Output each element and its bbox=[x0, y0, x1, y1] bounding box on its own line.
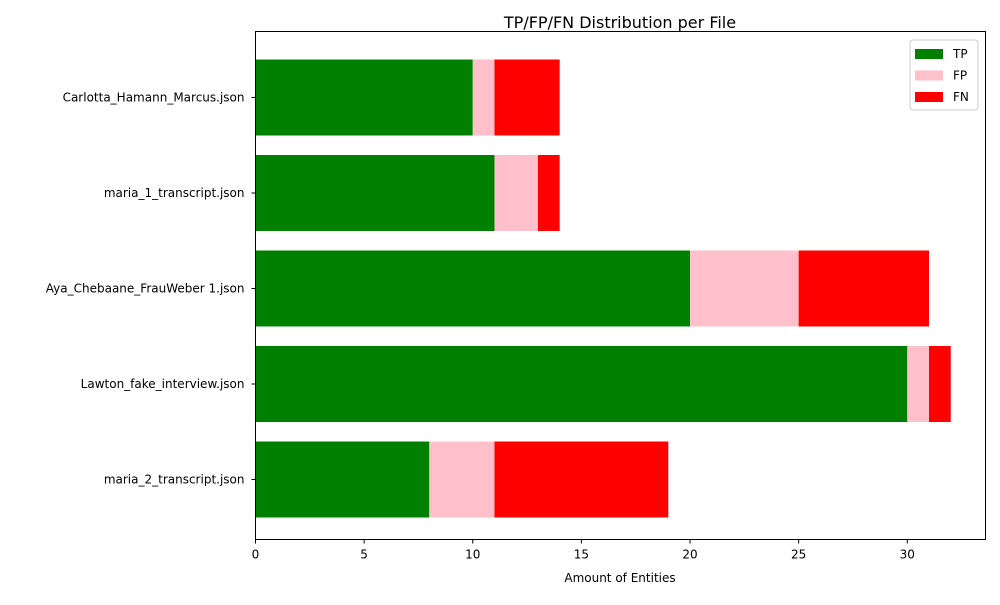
bar-fp-3 bbox=[907, 346, 930, 422]
legend-swatch-tp bbox=[915, 49, 943, 59]
bar-fp-2 bbox=[690, 250, 799, 327]
bar-tp-0 bbox=[255, 59, 473, 136]
bar-fp-1 bbox=[494, 155, 538, 231]
legend-label-fn: FN bbox=[953, 90, 969, 104]
y-tick-label: maria_1_transcript.json bbox=[104, 186, 245, 200]
y-axis: Carlotta_Hamann_Marcus.json maria_1_trans… bbox=[46, 91, 256, 487]
bar-fp-4 bbox=[429, 441, 495, 518]
plot-frame bbox=[255, 31, 986, 540]
bar-fp-0 bbox=[472, 59, 495, 136]
bar-fn-0 bbox=[494, 59, 560, 136]
x-tick-label: 20 bbox=[682, 548, 697, 562]
bar-group bbox=[255, 59, 951, 518]
legend-swatch-fp bbox=[915, 70, 943, 81]
x-tick-label: 0 bbox=[252, 548, 260, 562]
bar-tp-1 bbox=[255, 155, 495, 231]
x-tick-label: 25 bbox=[791, 548, 806, 562]
bar-fn-4 bbox=[494, 441, 669, 518]
x-tick-label: 5 bbox=[360, 548, 368, 562]
x-tick-label: 30 bbox=[900, 548, 915, 562]
bar-fn-1 bbox=[537, 155, 560, 231]
bar-fn-3 bbox=[929, 346, 951, 422]
y-tick-label: maria_2_transcript.json bbox=[104, 473, 245, 487]
x-axis: 0 5 10 15 20 25 30 bbox=[252, 539, 915, 562]
x-tick-label: 10 bbox=[465, 548, 480, 562]
x-axis-label: Amount of Entities bbox=[564, 571, 675, 585]
bar-fn-2 bbox=[798, 250, 930, 327]
bar-tp-3 bbox=[255, 346, 908, 422]
bar-tp-4 bbox=[255, 441, 430, 518]
y-tick-label: Aya_Chebaane_FrauWeber 1.json bbox=[46, 282, 245, 296]
y-tick-label: Carlotta_Hamann_Marcus.json bbox=[63, 91, 245, 105]
chart-title: TP/FP/FN Distribution per File bbox=[503, 13, 736, 32]
legend: TP FP FN bbox=[909, 39, 979, 111]
y-tick-label: Lawton_fake_interview.json bbox=[81, 377, 245, 391]
legend-label-fp: FP bbox=[953, 69, 967, 83]
x-tick-label: 15 bbox=[574, 548, 589, 562]
legend-swatch-fn bbox=[915, 92, 943, 102]
legend-label-tp: TP bbox=[952, 47, 968, 61]
bar-tp-2 bbox=[255, 250, 691, 327]
